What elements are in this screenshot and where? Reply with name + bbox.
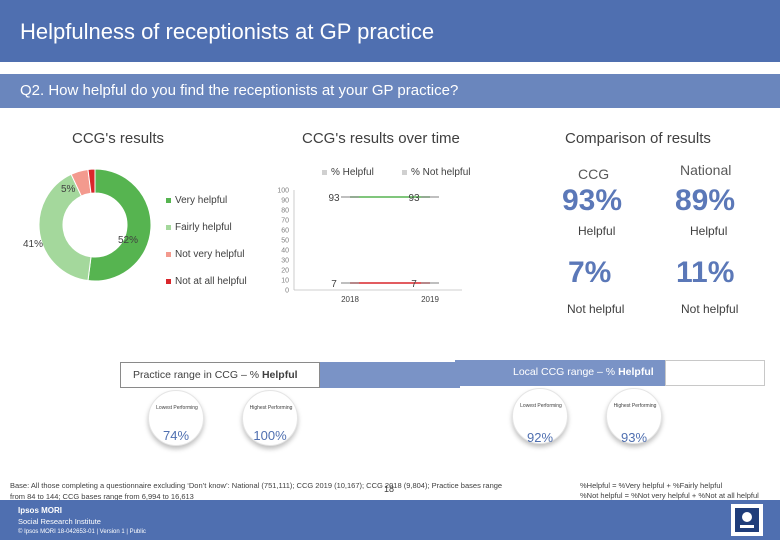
y-tick-label: 90 [281,198,289,205]
local-highest-circle: Highest Performing [606,388,662,444]
page-title: Helpfulness of receptionists at GP pract… [20,19,435,44]
y-tick-label: 20 [281,268,289,275]
definition-line-2: %Not helpful = %Not very helpful + %Not … [580,491,759,500]
y-tick-label: 80 [281,208,289,215]
legend-swatch [166,251,171,257]
base-note-line-2: from 84 to 144; CCG bases range from 6,9… [10,492,194,501]
slice-label-not-very-helpful: 5% [61,184,76,195]
ipsos-logo-icon [731,504,763,536]
legend-not-very-helpful: Not very helpful [166,249,244,260]
y-tick-label: 70 [281,218,289,225]
practice-lowest-label: Lowest Performing [156,405,198,411]
legend-label: % Helpful [331,167,374,178]
national-helpful-value: 89% [675,184,736,217]
practice-lowest-circle: Lowest Performing [148,390,204,446]
donut-chart [38,168,152,282]
comparison-heading: Comparison of results [565,130,711,147]
donut-slice-fairly-helpful [38,173,92,282]
national-not-helpful-value: 11% [676,256,735,289]
practice-highest-circle: Highest Performing [242,390,298,446]
base-note-line-1: Base: All those completing a questionnai… [10,481,503,490]
data-label: 93 [328,193,340,204]
x-tick-label: 2018 [341,295,359,304]
practice-range-title: Practice range in CCG – % Helpful [133,369,298,381]
ccg-not-helpful-value: 7% [568,256,612,289]
x-tick-label: 2019 [421,295,439,304]
legend-swatch [166,224,171,230]
data-label: 7 [411,279,417,290]
ccg-helpful-value: 93% [562,184,623,217]
national-helpful-label: Helpful [690,224,728,238]
practice-highest-value: 100% [253,428,287,443]
brand-name: Ipsos MORI [18,506,63,515]
donut-slice-very-helpful [87,168,152,282]
local-highest-label: Highest Performing [613,403,657,409]
practice-range-title-box: Practice range in CCG – % Helpful [120,362,320,388]
ccg-column-label: CCG [578,166,610,182]
local-highest-value: 93% [620,430,648,445]
legend-not-helpful-series: % Not helpful [402,167,470,178]
local-range-bar: Local CCG range – % Helpful [455,360,665,386]
definition-line-1: %Helpful = %Very helpful + %Fairly helpf… [580,481,723,490]
data-label: 7 [331,279,337,290]
legend-label: Fairly helpful [175,222,232,233]
question-bar: Q2. How helpful do you find the receptio… [0,74,780,108]
y-tick-label: 30 [281,258,289,265]
legend-label: Not at all helpful [175,276,247,287]
practice-lowest-value: 74% [162,428,190,443]
slice-label-very-helpful: 52% [118,235,139,246]
practice-range-bar [320,362,460,388]
question-text: Q2. How helpful do you find the receptio… [20,82,459,99]
ccg-results-heading: CCG's results [72,130,165,147]
y-tick-label: 100 [277,188,289,195]
local-lowest-value: 92% [526,430,554,445]
legend-swatch [322,169,327,175]
brand-subtitle: Social Research Institute [18,517,101,526]
legend-swatch [166,197,171,203]
page-number: 18 [384,484,395,494]
local-lowest-label: Lowest Performing [520,403,562,409]
y-tick-label: 0 [285,288,289,295]
local-range-title: Local CCG range – % Helpful [513,366,654,378]
ccg-helpful-label: Helpful [578,224,616,238]
y-tick-label: 10 [281,278,289,285]
y-tick-label: 40 [281,248,289,255]
y-tick-label: 50 [281,238,289,245]
practice-highest-label: Highest Performing [249,405,293,411]
local-lowest-circle: Lowest Performing [512,388,568,444]
line-chart: 0 10 20 30 40 50 60 70 80 90 100 2018 2019 93 93 7 7 [277,188,462,304]
national-not-helpful-label: Not helpful [681,302,739,316]
legend-not-at-all-helpful: Not at all helpful [166,276,247,287]
legend-label: Not very helpful [175,249,245,260]
legend-label: % Not helpful [411,167,471,178]
copyright-text: © Ipsos MORI 18-042653-01 | Version 1 | … [18,529,146,535]
legend-fairly-helpful: Fairly helpful [166,222,232,233]
donut-slice-not-at-all-helpful [87,168,96,194]
title-bar: Helpfulness of receptionists at GP pract… [0,0,780,62]
ccg-not-helpful-label: Not helpful [567,302,625,316]
national-column-label: National [680,162,732,178]
legend-very-helpful: Very helpful [166,195,227,206]
legend-helpful-series: % Helpful [322,167,374,178]
data-label: 93 [408,193,420,204]
legend-swatch [166,278,171,284]
y-tick-label: 60 [281,228,289,235]
over-time-heading: CCG's results over time [302,130,460,147]
legend-label: Very helpful [175,195,228,206]
slice-label-fairly-helpful: 41% [23,239,44,250]
local-range-box [665,360,765,386]
footer-bar: Ipsos MORI Social Research Institute © I… [0,484,780,540]
legend-swatch [402,169,407,175]
